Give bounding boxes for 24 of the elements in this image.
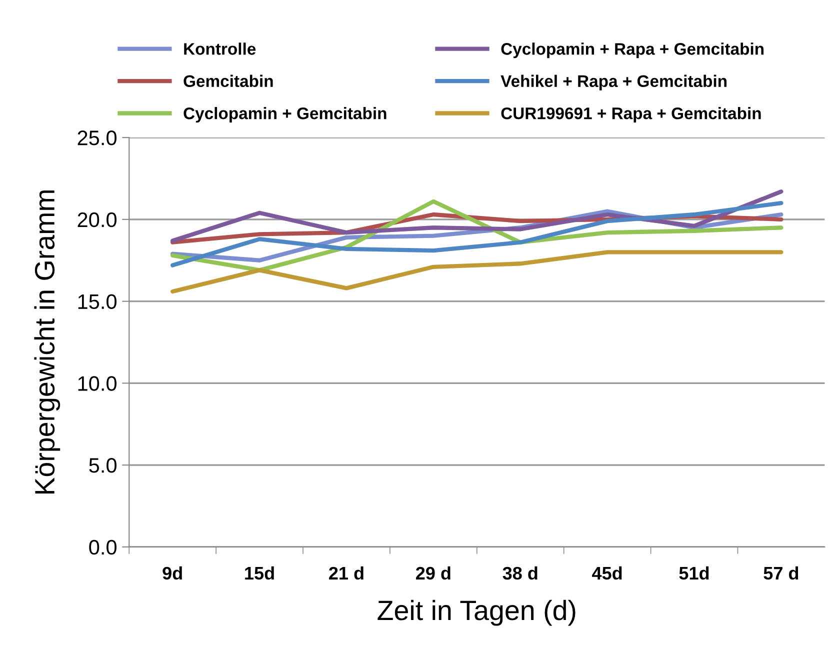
y-axis-title: Körpergewicht in Gramm xyxy=(34,190,60,494)
x-tick-label: 57 d xyxy=(764,566,798,580)
y-tick-label: 20.0 xyxy=(78,212,116,228)
legend-label: CUR199691 + Rapa + Gemcitabin xyxy=(501,107,761,123)
y-tick-label: 10.0 xyxy=(78,376,116,391)
line-series xyxy=(170,190,784,243)
x-tick-label: 9d xyxy=(162,566,182,580)
legend-label: Cyclopamin + Rapa + Gemcitabin xyxy=(501,42,764,58)
y-tick-label: 0.0 xyxy=(89,540,116,555)
x-tick-label: 38 d xyxy=(502,566,538,580)
x-tick-label: 45d xyxy=(592,566,622,580)
y-tick-label: 15.0 xyxy=(78,294,116,310)
x-tick-label: 15d xyxy=(245,566,274,580)
legend-label: Cyclopamin + Gemcitabin xyxy=(184,107,386,123)
x-axis-title: Zeit in Tagen (d) xyxy=(378,600,576,626)
legend-label: Vehikel + Rapa + Gemcitabin xyxy=(500,74,726,90)
legend-label: Gemcitabin xyxy=(184,74,273,88)
y-tick-label: 5.0 xyxy=(89,458,116,473)
legend-label: Kontrolle xyxy=(184,42,256,55)
y-tick-label: 25.0 xyxy=(78,130,116,146)
line-series xyxy=(170,250,784,294)
x-tick-label: 51d xyxy=(679,566,709,580)
x-tick-label: 21 d xyxy=(329,566,364,580)
x-tick-label: 29 d xyxy=(416,566,450,580)
